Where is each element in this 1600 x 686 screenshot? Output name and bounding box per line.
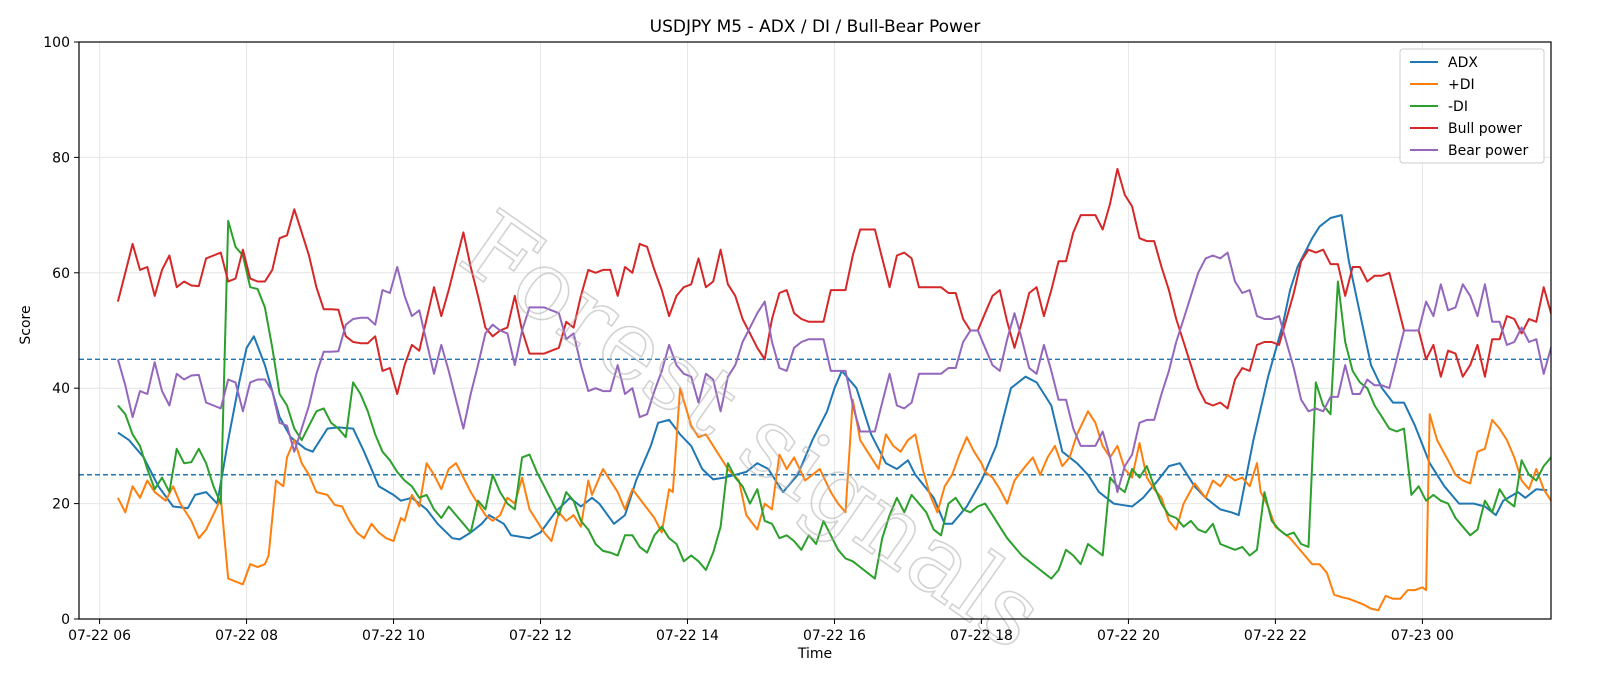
- y-tick-label: 60: [52, 266, 70, 282]
- x-tick-label: 07-22 18: [950, 628, 1013, 644]
- legend: ADX +DI -DI Bull power Bear power: [1399, 48, 1545, 164]
- series-lines: [116, 167, 1551, 612]
- y-axis-title: Score: [18, 305, 34, 344]
- series-line-bear-power: [116, 251, 1551, 494]
- y-tick-label: 0: [61, 612, 70, 628]
- x-tick-label: 07-22 08: [215, 628, 278, 644]
- y-tick-label: 80: [52, 150, 70, 166]
- legend-label: -DI: [1448, 99, 1468, 115]
- x-tick-label: 07-22 20: [1097, 628, 1160, 644]
- legend-box: [1399, 48, 1545, 164]
- legend-label: Bear power: [1448, 143, 1529, 159]
- x-tick-label: 07-23 00: [1391, 628, 1454, 644]
- y-axis: 0 20 40 60 80 100: [43, 35, 79, 628]
- series-line-bull-power: [116, 167, 1551, 410]
- legend-label: Bull power: [1448, 121, 1522, 137]
- plot-frame: [78, 41, 1552, 620]
- x-tick-label: 07-22 10: [362, 628, 425, 644]
- x-tick-label: 07-22 22: [1244, 628, 1307, 644]
- x-tick-label: 07-22 12: [509, 628, 572, 644]
- x-tick-label: 07-22 16: [803, 628, 866, 644]
- threshold-lines: [79, 358, 1551, 476]
- y-tick-label: 20: [52, 497, 70, 513]
- series-line-di: [117, 387, 1551, 612]
- series-line-adx: [117, 214, 1548, 541]
- chart-title: USDJPY M5 - ADX / DI / Bull-Bear Power: [650, 17, 981, 37]
- y-tick-label: 40: [52, 381, 70, 397]
- x-tick-label: 07-22 06: [68, 628, 131, 644]
- x-tick-label: 07-22 14: [656, 628, 719, 644]
- legend-label: +DI: [1448, 77, 1475, 93]
- legend-label: ADX: [1448, 55, 1478, 71]
- x-axis-title: Time: [797, 646, 832, 662]
- series-line-di: [117, 219, 1551, 580]
- x-axis: 07-22 06 07-22 08 07-22 10 07-22 12 07-22 14…: [68, 619, 1454, 644]
- y-tick-label: 100: [43, 35, 70, 51]
